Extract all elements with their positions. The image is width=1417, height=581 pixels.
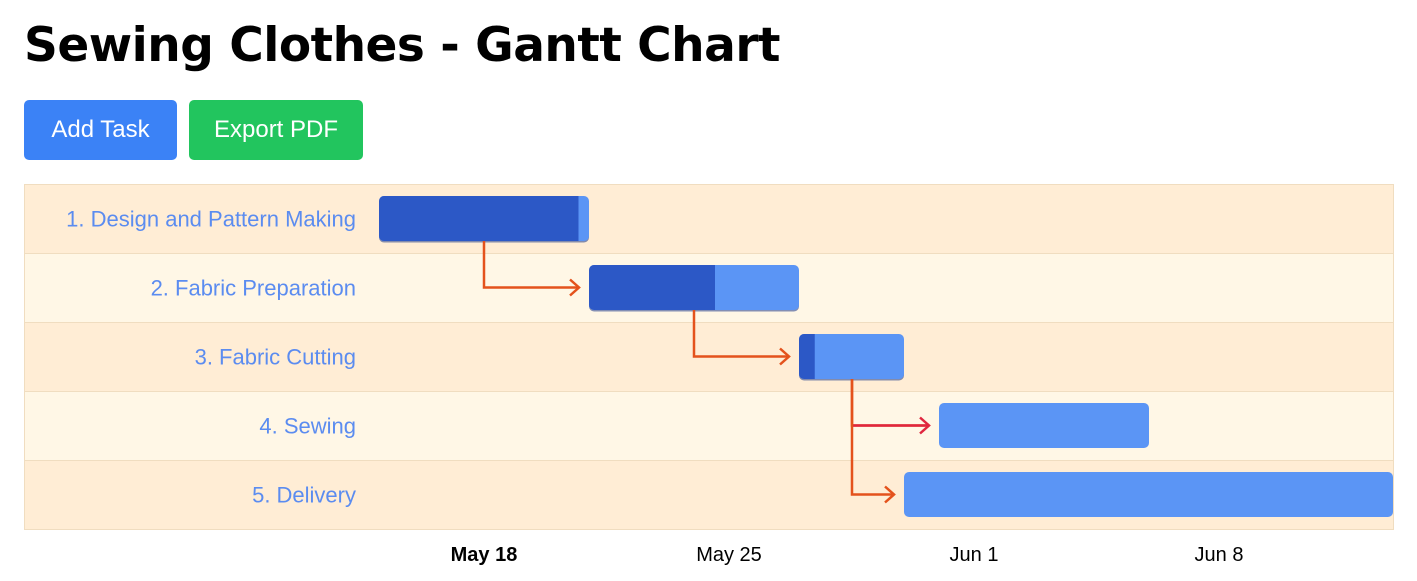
gantt-task-bar[interactable] [589, 265, 799, 312]
gantt-date-label: Jun 1 [950, 544, 999, 566]
gantt-date-label: May 18 [451, 544, 518, 566]
gantt-bar-remaining [799, 334, 904, 379]
gantt-task-label: 3. Fabric Cutting [195, 345, 356, 370]
gantt-date-label: May 25 [696, 544, 762, 566]
gantt-chart: 1. Design and Pattern Making 2. Fabric Pr… [24, 184, 1394, 566]
gantt-task-bar[interactable] [379, 196, 589, 243]
gantt-date-label: Jun 8 [1195, 544, 1244, 566]
gantt-task-label: 2. Fabric Preparation [151, 276, 356, 301]
gantt-bar-remaining [939, 403, 1149, 448]
gantt-task-bar[interactable] [799, 334, 904, 381]
gantt-dependency-arrowhead [779, 347, 791, 366]
add-task-button[interactable]: Add Task [24, 100, 177, 160]
gantt-dependency-line [850, 379, 894, 496]
gantt-bar-remaining [904, 472, 1393, 517]
gantt-task-label: 4. Sewing [259, 414, 356, 439]
gantt-bar-progress [589, 265, 715, 310]
gantt-task-bar[interactable] [939, 403, 1149, 450]
gantt-row-background [24, 391, 1394, 461]
gantt-dependency-line [482, 241, 579, 289]
gantt-task-label: 5. Delivery [252, 483, 356, 508]
gantt-task-bar[interactable] [904, 472, 1393, 519]
gantt-dependency-arrowhead [569, 278, 581, 297]
gantt-task-label: 1. Design and Pattern Making [66, 207, 356, 232]
gantt-row-background [24, 184, 1394, 254]
page-title: Sewing Clothes - Gantt Chart [24, 18, 781, 73]
gantt-bar-progress [799, 334, 815, 379]
export-pdf-button[interactable]: Export PDF [189, 100, 363, 160]
gantt-dependency-arrowhead [884, 485, 896, 504]
gantt-bar-progress [379, 196, 579, 241]
gantt-dependency-arrowhead [919, 416, 931, 435]
gantt-chart-svg: 1. Design and Pattern Making 2. Fabric Pr… [24, 184, 1394, 566]
gantt-dependency-line [692, 310, 789, 358]
